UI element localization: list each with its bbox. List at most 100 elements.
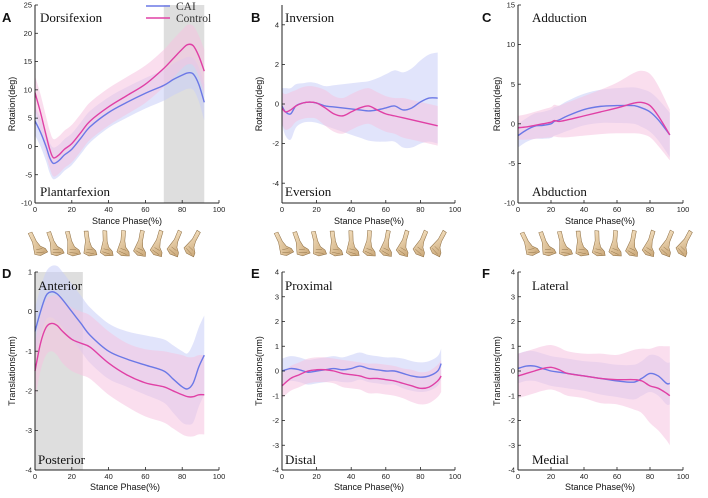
panel-e-series [281,348,442,405]
legend: CAI Control [146,1,211,25]
panel-f-ytick-label: 2 [511,317,515,326]
panel-a-series [34,24,205,180]
panel-e-annotation-bottom: Distal [285,452,316,467]
panel-d-band-control [35,295,205,437]
ankle-pose-icon [310,229,327,257]
ankle-pose-icon [27,229,49,258]
panel-d-ytick-label: -1 [25,347,32,356]
panel-e-ytick-label: -1 [272,391,279,400]
ankle-pose-icon [624,229,645,258]
ankle-pose-icon [132,229,153,258]
panel-c-annotation-bottom: Abduction [532,184,587,199]
ankle-pose-icon [362,229,380,258]
panel-a-letter: A [2,10,12,25]
panel-c-annotation-top: Adduction [532,10,587,25]
panel-a: 0 20 40 60 80 100 -10 -5 0 5 10 15 20 25 A Dorsifexio… [2,1,225,226]
panel-f-ylabel: Translations(mm) [492,336,502,406]
panel-d-annotation-top: Anterior [38,278,83,293]
panel-f-ytick-label: 0 [511,367,515,376]
ankle-pose-icon [657,229,682,259]
panel-f-xtick-label: 40 [580,472,588,481]
panel-a-ytick-label: 15 [24,57,32,66]
panel-e-xtick-label: 100 [449,472,462,481]
ankle-pose-icon [273,229,295,258]
panel-c-series [517,70,671,161]
legend-cai-label: CAI [176,1,196,13]
panel-e-ytick-label: 3 [275,292,279,301]
panel-f-annotation-top: Lateral [532,278,569,293]
panel-d-letter: D [2,266,11,281]
panel-a-xtick-label: 80 [178,205,186,214]
panel-d-xtick-label: 80 [178,472,186,481]
panel-f-xtick-label: 80 [646,472,654,481]
ankle-pose-icon [537,229,557,258]
panel-f: 0 20 40 60 80 100 -4 -3 -2 -1 0 1 2 3 4 F Lateral Medi… [482,266,689,492]
panel-c-xtick-label: 80 [646,205,654,214]
panel-c-xtick-label: 20 [547,205,555,214]
panel-a-ytick-label: 0 [28,142,32,151]
panel-d-line-control [34,322,205,398]
panel-a-annotation-top: Dorsifexion [40,10,103,25]
panel-d: 0 20 40 60 80 100 -4 -3 -2 -1 0 1 D Anterior Poster… [2,265,225,492]
panel-b-letter: B [251,10,260,25]
panel-a-xtick-label: 60 [141,205,149,214]
panel-f-ytick-label: 3 [511,292,515,301]
panel-b-xtick-label: 40 [347,205,355,214]
panel-c-xtick-label: 40 [580,205,588,214]
panel-f-xlabel: Stance Phase(%) [565,482,635,492]
panel-f-band-control [518,344,670,446]
panel-d-series [34,265,205,437]
panel-a-line-control [34,43,205,159]
panel-d-xtick-label: 0 [33,472,37,481]
ankle-pose-icon [519,229,541,258]
panel-f-xtick-label: 20 [547,472,555,481]
ankle-pose-icon [378,229,399,258]
ankle-pose-icon [116,229,134,258]
panel-c-ytick-label: -10 [504,199,515,208]
ankle-pose-icon [45,229,65,258]
panel-a-line-cai [34,71,205,165]
ankle-pose-row-3 [519,229,700,259]
panel-f-letter: F [482,266,490,281]
panel-d-ytick-label: -2 [25,386,32,395]
panel-f-xtick-label: 0 [516,472,520,481]
panel-a-xtick-label: 40 [104,205,112,214]
ankle-pose-icon [64,229,81,257]
panel-e-ylabel: Translations(mm) [254,336,264,406]
panel-c-ytick-label: 0 [511,119,515,128]
panel-f-ytick-label: -4 [508,466,515,475]
ankle-pose-icon [328,230,344,257]
panel-e-ytick-label: -4 [272,466,279,475]
panel-a-annotation-bottom: Plantarfexion [40,184,111,199]
panel-d-xtick-label: 20 [68,472,76,481]
panel-a-ytick-label: -10 [21,199,32,208]
panel-f-ytick-label: -2 [508,416,515,425]
panel-a-ytick-label: 20 [24,29,32,38]
ankle-pose-icon [608,229,626,258]
panel-e-xtick-label: 60 [382,472,390,481]
ankle-pose-icon [640,229,663,258]
panel-e-xtick-label: 80 [416,472,424,481]
panel-b-series [281,52,438,149]
panel-b-xtick-label: 80 [416,205,424,214]
panel-c-ylabel: Rotation(deg) [492,77,502,132]
panel-d-ytick-label: 1 [28,268,32,277]
panel-f-ytick-label: -3 [508,441,515,450]
panel-d-annotation-bottom: Posterior [38,452,86,467]
panel-f-ytick-label: -1 [508,391,515,400]
panel-c-line-control [517,101,671,136]
panel-a-ytick-label: 10 [24,85,32,94]
panel-d-ytick-label: 0 [28,307,32,316]
panel-a-ytick-label: 5 [28,114,32,123]
ankle-pose-icon [394,229,417,258]
panel-b-annotation-bottom: Eversion [285,184,332,199]
panel-c-xtick-label: 100 [677,205,690,214]
panel-f-annotation-bottom: Medial [532,452,569,467]
ankle-pose-icon [82,230,98,257]
panel-d-ticks: 0 20 40 60 80 100 -4 -3 -2 -1 0 1 [25,268,225,481]
panel-f-ytick-label: 4 [511,268,515,277]
panel-b-xtick-label: 20 [312,205,320,214]
panel-a-xtick-label: 20 [68,205,76,214]
panel-a-ticks: 0 20 40 60 80 100 -10 -5 0 5 10 15 20 25 [21,1,225,214]
